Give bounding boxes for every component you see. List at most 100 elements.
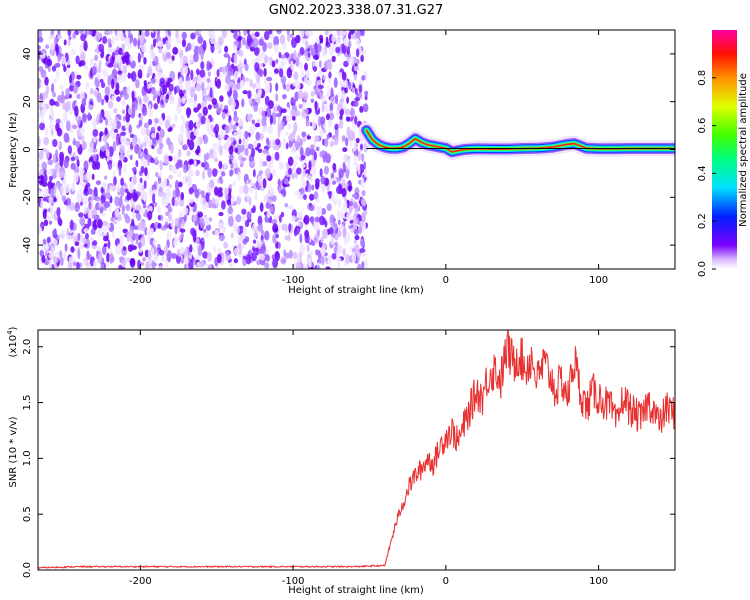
noise-speckle-dot (109, 128, 114, 138)
noise-speckle-dot (94, 196, 101, 202)
noise-speckle-dot (300, 155, 306, 161)
noise-speckle-dot (109, 185, 114, 192)
noise-speckle-dot (129, 258, 136, 268)
noise-speckle-dot (231, 104, 235, 113)
noise-speckle-dot (248, 186, 254, 194)
noise-speckle-dot (290, 109, 296, 118)
noise-speckle-dot (157, 187, 164, 198)
noise-speckle-dot (351, 251, 355, 256)
noise-speckle-dot (200, 61, 205, 70)
noise-speckle-dot (232, 89, 238, 101)
noise-speckle-dot (47, 159, 54, 166)
noise-speckle-dot (206, 60, 210, 72)
noise-speckle-dot (286, 123, 292, 129)
noise-speckle-dot (188, 198, 194, 204)
noise-speckle-dot (185, 80, 191, 91)
noise-speckle-dot (43, 136, 50, 146)
noise-speckle-dot (329, 102, 333, 112)
noise-speckle-dot (159, 77, 166, 85)
noise-speckle-dot (125, 36, 131, 46)
noise-speckle-dot (349, 30, 355, 35)
noise-speckle-dot (290, 173, 296, 179)
noise-speckle-dot (275, 93, 279, 102)
x-tick-label: 100 (589, 275, 608, 286)
noise-speckle-dot (78, 212, 84, 218)
noise-speckle-dot (342, 221, 346, 226)
noise-speckle-dot (111, 95, 116, 102)
noise-speckle-dot (45, 259, 50, 265)
noise-speckle-dot (114, 128, 119, 133)
noise-speckle-dot (315, 249, 320, 256)
noise-speckle-dot (349, 201, 354, 207)
noise-speckle-dot (263, 195, 269, 203)
noise-speckle-dot (57, 53, 61, 63)
noise-speckle-dot (93, 122, 97, 131)
spectrogram-x-label: Height of straight line (km) (288, 285, 424, 296)
noise-speckle-dot (284, 202, 289, 208)
noise-speckle-dot (331, 180, 337, 185)
noise-speckle-dot (361, 213, 366, 221)
noise-speckle-dot (343, 235, 348, 245)
noise-speckle-dot (260, 244, 267, 254)
noise-speckle-dot (55, 118, 61, 124)
noise-speckle-dot (331, 34, 337, 43)
noise-speckle-dot (93, 259, 97, 269)
noise-speckle-dot (269, 114, 273, 125)
noise-speckle-dot (217, 190, 224, 198)
noise-speckle-dot (248, 125, 255, 136)
noise-speckle-dot (188, 98, 194, 104)
noise-speckle-dot (214, 157, 218, 162)
noise-speckle-dot (315, 198, 320, 203)
noise-speckle-dot (303, 194, 307, 200)
noise-speckle-dot (232, 180, 237, 187)
noise-speckle-dot (53, 184, 57, 195)
colorbar: 0.0 0.2 0.4 0.6 0.8 Normalized spectral ampl… (697, 30, 749, 277)
noise-speckle-dot (174, 217, 179, 227)
noise-speckle-dot (304, 62, 308, 71)
noise-speckle-dot (251, 119, 256, 125)
noise-speckle-dot (108, 253, 114, 264)
noise-speckle-dot (350, 107, 355, 118)
noise-speckle-dot (341, 187, 347, 198)
noise-speckle-dot (194, 31, 199, 36)
noise-speckle-dot (195, 169, 200, 177)
noise-speckle-dot (336, 210, 341, 220)
noise-speckle-dot (277, 122, 283, 133)
noise-speckle-dot (65, 87, 70, 99)
noise-speckle-dot (187, 175, 191, 184)
noise-speckle-dot (275, 234, 279, 239)
noise-speckle-dot (45, 84, 50, 94)
noise-speckle-dot (241, 208, 247, 215)
noise-speckle-dot (111, 35, 115, 46)
noise-speckle-dot (57, 215, 61, 225)
noise-speckle-dot (328, 226, 334, 235)
noise-speckle-dot (307, 257, 312, 262)
noise-speckle-dot (285, 142, 289, 150)
noise-speckle-dot (354, 115, 358, 125)
noise-speckle-dot (307, 175, 313, 184)
noise-speckle-dot (308, 107, 312, 114)
noise-speckle-dot (205, 192, 210, 203)
noise-speckle-dot (340, 210, 344, 221)
noise-speckle-dot (207, 83, 211, 92)
noise-speckle-dot (218, 211, 224, 217)
noise-speckle-dot (272, 115, 277, 125)
noise-speckle-dot (116, 75, 122, 84)
noise-speckle-dot (203, 161, 210, 171)
noise-speckle (38, 30, 369, 269)
noise-speckle-dot (322, 128, 327, 134)
noise-speckle-dot (68, 256, 74, 262)
noise-speckle-dot (38, 150, 44, 160)
noise-speckle-dot (242, 226, 248, 233)
noise-speckle-dot (294, 155, 301, 160)
noise-speckle-dot (256, 73, 261, 84)
noise-speckle-dot (92, 129, 99, 137)
noise-speckle-dot (207, 167, 212, 178)
noise-speckle-dot (253, 139, 258, 148)
noise-speckle-dot (158, 171, 163, 178)
noise-speckle-dot (98, 137, 102, 142)
noise-speckle-dot (354, 142, 359, 148)
noise-speckle-dot (224, 84, 230, 93)
noise-speckle-dot (304, 233, 310, 244)
noise-speckle-dot (127, 30, 131, 36)
